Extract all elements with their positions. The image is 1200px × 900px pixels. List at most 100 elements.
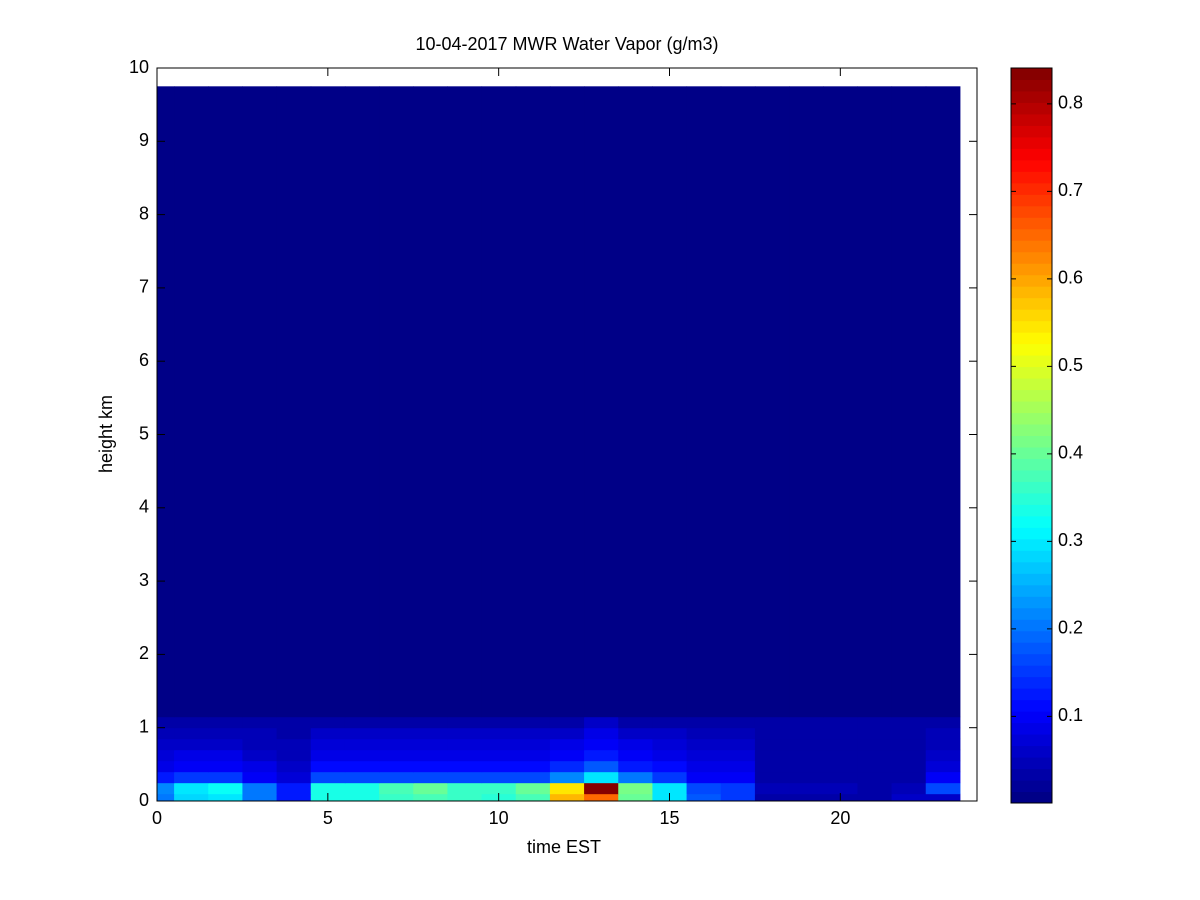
heatmap-cell	[618, 793, 653, 802]
colorbar-swatch	[1011, 757, 1052, 770]
heatmap-cell	[379, 771, 414, 784]
y-tick-label: 7	[139, 277, 149, 297]
colorbar-swatch	[1011, 711, 1052, 724]
heatmap-cell	[242, 738, 278, 751]
heatmap-cell	[686, 86, 722, 718]
heatmap-cell	[344, 782, 380, 795]
heatmap-cell	[447, 738, 483, 751]
heatmap-cell	[481, 782, 517, 795]
heatmap-cell	[208, 782, 243, 795]
colorbar-swatch	[1011, 125, 1052, 138]
heatmap-cell	[174, 738, 209, 751]
heatmap-cell	[276, 793, 312, 802]
heatmap-cell	[686, 771, 722, 784]
heatmap-cell	[549, 760, 585, 773]
colorbar-swatch	[1011, 458, 1052, 471]
heatmap-cell	[720, 86, 756, 718]
colorbar-swatch	[1011, 343, 1052, 356]
heatmap-cell	[447, 771, 483, 784]
heatmap-cell	[720, 760, 756, 773]
colorbar-tick-label: 0.2	[1058, 618, 1083, 638]
heatmap-cell	[549, 716, 585, 729]
chart-title: 10-04-2017 MWR Water Vapor (g/m3)	[415, 34, 718, 54]
heatmap-cell	[823, 749, 858, 762]
heatmap-cell	[789, 760, 824, 773]
heatmap-cell	[447, 782, 483, 795]
colorbar-swatch	[1011, 619, 1052, 632]
heatmap-cell	[549, 771, 585, 784]
heatmap-cell	[754, 749, 790, 762]
colorbar-tick-label: 0.6	[1058, 268, 1083, 288]
colorbar-swatch	[1011, 504, 1052, 517]
heatmap-cell	[344, 793, 380, 802]
heatmap-cell	[549, 793, 585, 802]
heatmap-cell	[754, 727, 790, 740]
colorbar-swatch	[1011, 113, 1052, 126]
heatmap-cell	[310, 782, 346, 795]
heatmap-cell	[447, 749, 483, 762]
heatmap-cell	[549, 782, 585, 795]
heatmap-cell	[379, 749, 414, 762]
heatmap-cell	[174, 793, 209, 802]
heatmap-cell	[242, 782, 278, 795]
heatmap-cell	[652, 771, 688, 784]
heatmap-cell	[157, 727, 175, 740]
heatmap-cell	[857, 771, 893, 784]
colorbar-swatch	[1011, 768, 1052, 781]
heatmap-cell	[379, 738, 414, 751]
y-tick-label: 10	[129, 57, 149, 77]
colorbar-swatch	[1011, 424, 1052, 436]
heatmap-cell	[208, 716, 243, 729]
colorbar-swatch	[1011, 148, 1052, 161]
heatmap-cell	[413, 782, 448, 795]
heatmap-cell	[720, 749, 756, 762]
heatmap-cell	[515, 760, 551, 773]
heatmap-cell	[686, 749, 722, 762]
colorbar-swatch	[1011, 355, 1052, 368]
heatmap-cell	[242, 716, 278, 729]
colorbar-swatch	[1011, 481, 1052, 494]
colorbar-swatch	[1011, 653, 1052, 666]
heatmap-cell	[584, 793, 619, 802]
heatmap-cell	[276, 760, 312, 773]
heatmap-cell	[686, 727, 722, 740]
heatmap-cell	[891, 749, 927, 762]
heatmap-cell	[413, 760, 448, 773]
heatmap-cell	[379, 782, 414, 795]
heatmap-cell	[720, 727, 756, 740]
heatmap-cell	[379, 793, 414, 802]
heatmap-cell	[447, 727, 483, 740]
colorbar-swatch	[1011, 642, 1052, 655]
heatmap-cell	[686, 782, 722, 795]
heatmap-cell	[310, 738, 346, 751]
heatmap-cell	[276, 727, 312, 740]
heatmap-cell	[344, 760, 380, 773]
heatmap-cell	[789, 793, 824, 802]
heatmap-cell	[584, 727, 619, 740]
heatmap-cell	[157, 716, 175, 729]
heatmap-cell	[618, 771, 653, 784]
heatmap-cell	[310, 86, 346, 718]
heatmap-cell	[891, 793, 927, 802]
colorbar-swatch	[1011, 297, 1052, 310]
heatmap-cell	[344, 86, 380, 718]
heatmap-cell	[549, 86, 585, 718]
colorbar-swatch	[1011, 90, 1052, 103]
heatmap-cell	[447, 760, 483, 773]
heatmap-cell	[857, 738, 893, 751]
heatmap-cell	[276, 716, 312, 729]
heatmap-cell	[157, 738, 175, 751]
heatmap-cell	[754, 86, 790, 718]
heatmap-cell	[618, 760, 653, 773]
heatmap-cell	[310, 749, 346, 762]
heatmap-cell	[481, 771, 517, 784]
heatmap-cell	[174, 86, 209, 718]
heatmap-cell	[857, 86, 893, 718]
colorbar-swatch	[1011, 240, 1052, 253]
heatmap-cell	[652, 782, 688, 795]
heatmap-cell	[208, 771, 243, 784]
colorbar-swatch	[1011, 194, 1052, 207]
heatmap-cell	[515, 738, 551, 751]
colorbar-swatch	[1011, 79, 1052, 92]
colorbar-swatch	[1011, 435, 1052, 448]
